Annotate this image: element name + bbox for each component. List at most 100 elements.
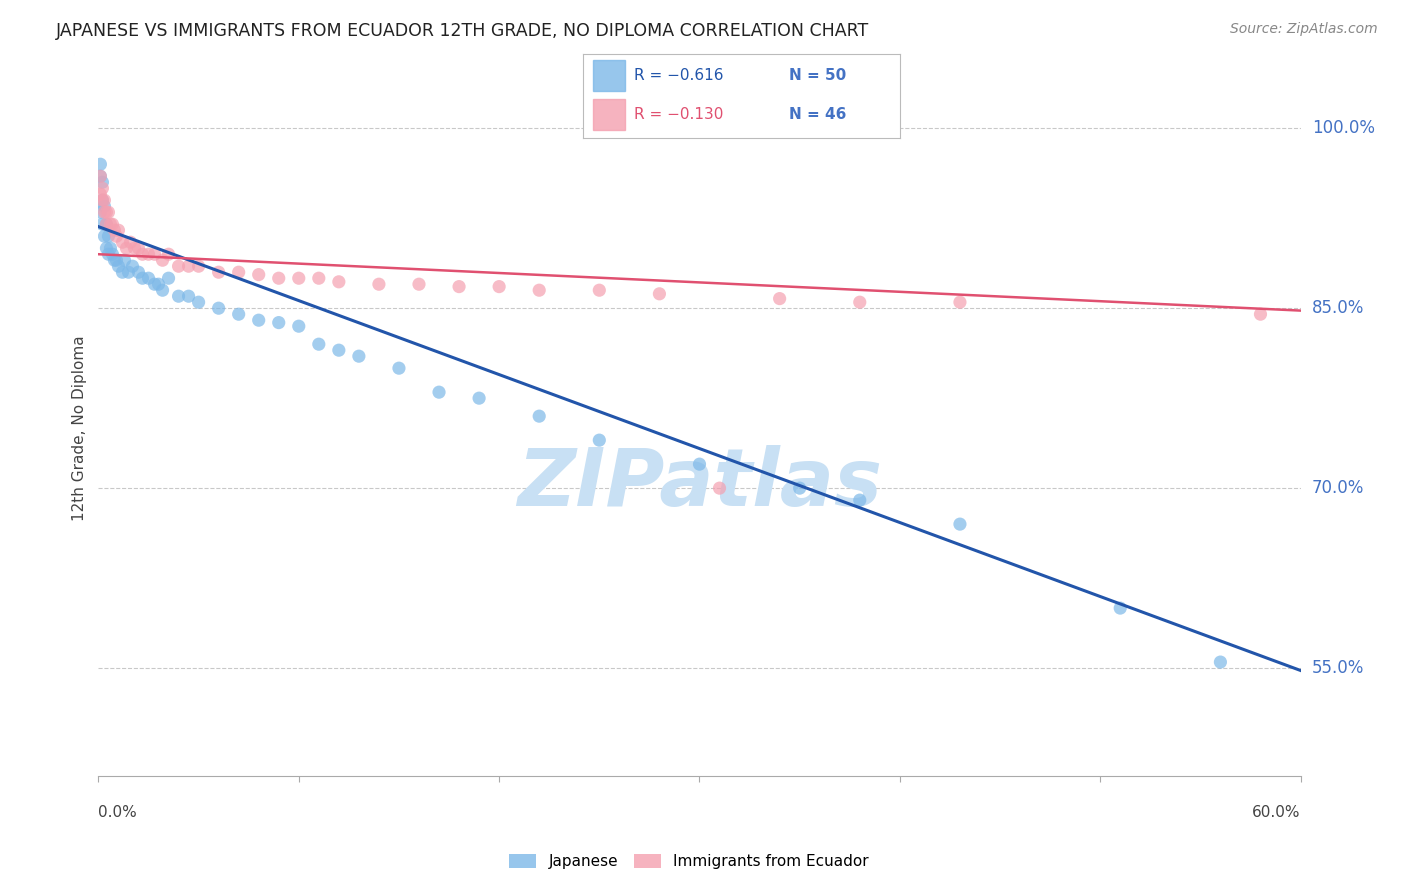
Point [368,277,391,292]
Text: 55.0%: 55.0% [1312,659,1364,677]
Point [100,217,122,231]
Point [488,279,510,293]
Point [789,481,811,495]
Point [114,253,136,268]
Point [143,247,166,261]
Point [588,433,610,447]
Point [91,217,114,231]
Point [97,247,120,261]
Point [328,275,350,289]
Point [103,253,125,268]
Point [89,169,111,184]
Point [247,313,270,327]
Point [148,277,170,292]
Point [93,193,115,207]
Point [93,229,115,244]
Point [247,268,270,282]
Legend: Japanese, Immigrants from Ecuador: Japanese, Immigrants from Ecuador [503,848,875,875]
Point [89,205,111,219]
Point [308,271,330,285]
Text: 60.0%: 60.0% [1253,805,1301,820]
Point [267,316,290,330]
Point [128,265,150,279]
Point [177,289,200,303]
Point [177,259,200,273]
Text: R = −0.130: R = −0.130 [634,107,724,122]
Point [121,259,143,273]
Point [709,481,731,495]
Text: 70.0%: 70.0% [1312,479,1364,497]
Point [100,241,122,255]
Point [328,343,350,358]
Point [103,223,125,237]
Text: N = 46: N = 46 [789,107,846,122]
Point [187,259,209,273]
Point [128,241,150,255]
Point [768,292,790,306]
Point [267,271,290,285]
Point [89,169,111,184]
Point [157,247,180,261]
Point [93,205,115,219]
Text: 85.0%: 85.0% [1312,299,1364,318]
Point [89,157,111,171]
Point [849,493,872,508]
Point [91,181,114,195]
Point [228,307,250,321]
Point [288,271,311,285]
Y-axis label: 12th Grade, No Diploma: 12th Grade, No Diploma [72,335,87,521]
Point [97,229,120,244]
Point [96,241,118,255]
Point [91,193,114,207]
Point [308,337,330,351]
Point [427,385,450,400]
Point [468,391,491,405]
Point [408,277,430,292]
Point [1109,601,1132,615]
Point [648,286,671,301]
Point [111,265,134,279]
Point [101,247,124,261]
Point [949,517,972,532]
Point [152,253,174,268]
Text: 0.0%: 0.0% [98,805,138,820]
Point [96,217,118,231]
Point [111,235,134,250]
Point [447,279,470,293]
Point [347,349,370,363]
Point [138,247,160,261]
Point [138,271,160,285]
Text: Source: ZipAtlas.com: Source: ZipAtlas.com [1230,22,1378,37]
Point [529,409,551,424]
Bar [593,61,624,91]
Point [228,265,250,279]
Point [208,265,231,279]
Point [93,199,115,213]
Text: N = 50: N = 50 [789,68,846,83]
Point [97,205,120,219]
Point [105,229,128,244]
Point [115,241,138,255]
Point [91,175,114,189]
Point [131,271,153,285]
Text: ZIPatlas: ZIPatlas [517,445,882,523]
Point [949,295,972,310]
Point [167,259,190,273]
Point [120,235,142,250]
Point [152,283,174,297]
Point [124,241,146,255]
Point [101,217,124,231]
Point [167,289,190,303]
Point [187,295,209,310]
Bar [593,99,624,130]
Point [107,259,129,273]
Text: 100.0%: 100.0% [1312,120,1375,137]
Point [288,319,311,334]
Point [588,283,610,297]
Point [105,253,128,268]
Point [91,193,114,207]
Point [89,187,111,202]
Point [96,205,118,219]
Text: R = −0.616: R = −0.616 [634,68,724,83]
Point [107,223,129,237]
